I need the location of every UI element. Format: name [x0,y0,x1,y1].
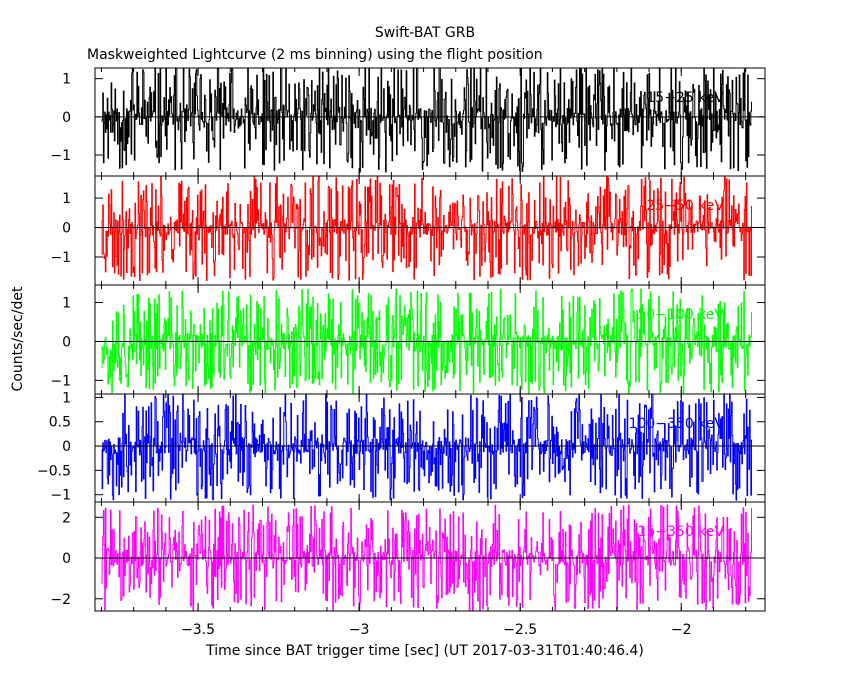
panel-frame [94,501,766,612]
band-label: 100−350 keV [629,416,725,432]
x-tick-label: −2 [671,622,692,638]
lightcurve-series-15-350-keV [101,504,753,612]
lightcurve-series-100-350-keV [101,393,753,501]
y-tick-label: −1 [50,148,71,164]
band-label: 15−25 keV [646,90,724,106]
y-tick-label: 2 [62,510,71,526]
lightcurve-series-25-50-keV [101,175,753,281]
band-label: 25−50 keV [646,198,724,214]
x-tick-label: −3 [349,622,370,638]
y-tick-label: 1 [62,390,71,406]
band-label: 15−350 keV [637,524,724,540]
y-tick-label: −2 [50,592,71,608]
y-tick-label: 1 [62,296,71,312]
y-tick-label: 1 [62,191,71,207]
x-tick-label: −2.5 [503,622,537,638]
y-tick-label: 0 [62,551,71,567]
lightcurve-series-15-25-keV [101,67,753,173]
y-tick-label: 0 [62,110,71,126]
y-tick-label: −1 [50,373,71,389]
y-axis-label: Counts/sec/det [10,286,26,391]
chart-subtitle: Maskweighted Lightcurve (2 ms binning) u… [87,47,543,63]
x-tick-label: −3.5 [181,622,215,638]
y-tick-label: 1 [62,72,71,88]
panels-group: 15−25 keV −1 0 1 25−50 keV −1 0 1 50−100 keV −1 0 1… [37,67,766,638]
y-tick-label: 0 [62,334,71,350]
y-tick-label: −0.5 [37,463,71,479]
y-tick-label: 0.5 [49,415,71,431]
y-tick-label: 0 [62,221,71,237]
lightcurve-series-50-100-keV [101,288,753,395]
chart-title: Swift-BAT GRB [375,25,475,41]
y-tick-label: 0 [62,439,71,455]
band-label: 50−100 keV [637,307,724,323]
y-tick-label: −1 [50,250,71,266]
x-axis-label: Time since BAT trigger time [sec] (UT 20… [205,643,644,659]
y-tick-label: −1 [50,488,71,504]
